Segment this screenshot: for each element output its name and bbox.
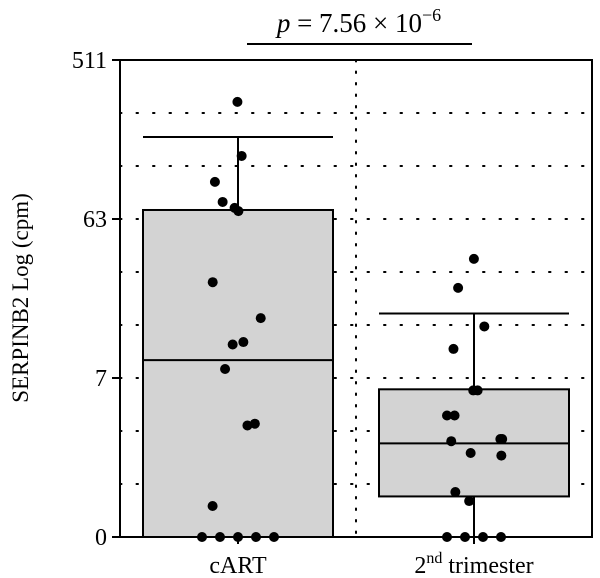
boxes bbox=[142, 136, 570, 538]
y-tick-label: 0 bbox=[95, 525, 107, 551]
p-value-text: = 7.56 × 10 bbox=[290, 8, 422, 38]
x-tick-label-main: cART bbox=[209, 553, 267, 578]
p-symbol: p bbox=[275, 8, 291, 38]
data-point bbox=[442, 410, 453, 421]
y-tick-label: 63 bbox=[83, 207, 107, 233]
data-point bbox=[449, 410, 460, 421]
data-point bbox=[450, 487, 461, 498]
y-tick-label: 7 bbox=[95, 366, 107, 392]
p-value-label: p = 7.56 × 10−6 bbox=[275, 5, 441, 38]
y-axis: 0 7 63 511 bbox=[72, 48, 120, 551]
data-point bbox=[233, 206, 244, 217]
y-tick-label: 511 bbox=[72, 48, 107, 74]
x-tick-label-main: 2 bbox=[414, 553, 426, 578]
data-point bbox=[220, 363, 231, 374]
y-axis-label: SERPINB2 Log (cpm) bbox=[8, 193, 33, 403]
data-point bbox=[464, 496, 475, 507]
data-point bbox=[465, 447, 476, 458]
x-tick-label: 2nd trimester bbox=[414, 550, 533, 578]
x-tick-label: cART bbox=[209, 553, 267, 578]
p-value-exponent: −6 bbox=[422, 5, 441, 25]
grid-lines bbox=[119, 59, 593, 538]
data-point bbox=[496, 450, 507, 461]
data-point bbox=[446, 436, 457, 447]
data-point bbox=[209, 176, 220, 187]
data-point bbox=[232, 96, 243, 107]
plot-frame bbox=[119, 59, 593, 538]
data-point bbox=[255, 313, 266, 324]
data-point bbox=[468, 253, 479, 264]
data-point bbox=[207, 500, 218, 511]
x-tick-label-suffix: trimester bbox=[442, 553, 533, 578]
data-points bbox=[197, 96, 508, 542]
box-iqr bbox=[142, 208, 334, 538]
data-point bbox=[236, 150, 247, 161]
data-point bbox=[453, 282, 464, 293]
data-point bbox=[227, 339, 238, 350]
data-point bbox=[468, 385, 479, 396]
x-axis: cART 2nd trimester bbox=[209, 537, 534, 578]
data-point bbox=[207, 277, 218, 288]
data-point bbox=[497, 434, 508, 445]
x-tick-label-superscript: nd bbox=[426, 550, 442, 567]
data-point bbox=[479, 321, 490, 332]
data-point bbox=[242, 420, 253, 431]
significance-annotation: p = 7.56 × 10−6 bbox=[247, 5, 472, 45]
data-point bbox=[217, 196, 228, 207]
data-point bbox=[448, 343, 459, 354]
data-point bbox=[238, 337, 249, 348]
